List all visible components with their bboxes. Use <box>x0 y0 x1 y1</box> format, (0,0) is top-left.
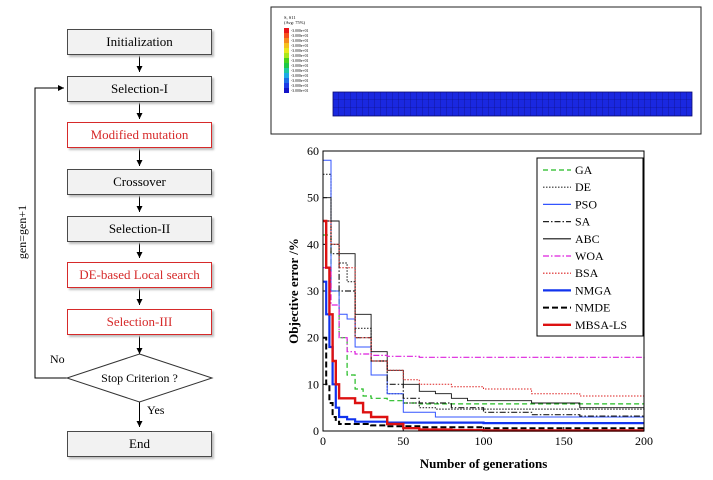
series-line-nmga <box>323 280 644 425</box>
y-tick-label: 20 <box>307 331 319 345</box>
legend-label-nmga: NMGA <box>575 283 612 297</box>
y-tick-label: 10 <box>307 377 319 391</box>
y-tick-label: 30 <box>307 284 319 298</box>
loop-label: gen=gen+1 <box>15 205 29 259</box>
fe-legend-value: -3.000e+01 <box>291 54 309 58</box>
plot-frame <box>322 150 645 432</box>
step-selection-2: Selection-II <box>67 216 212 242</box>
fe-legend-swatch <box>284 63 289 68</box>
step-crossover: Crossover <box>67 169 212 195</box>
loop-back-line <box>34 85 67 379</box>
no-label: No <box>50 352 65 366</box>
y-tick-label: 0 <box>313 424 319 438</box>
fe-color-legend: -3.000e+01-3.000e+01-3.000e+01-3.000e+01… <box>284 28 309 93</box>
fe-legend-value: -3.000e+01 <box>291 64 309 68</box>
step-end: End <box>67 431 212 457</box>
legend-label-woa: WOA <box>575 249 604 263</box>
fe-legend-value: -3.000e+01 <box>291 74 309 78</box>
fe-beam-mesh <box>332 91 693 117</box>
fe-legend-value: -3.000e+01 <box>291 29 309 33</box>
fe-legend-title: S, S11 <box>284 15 296 21</box>
fe-legend-value: -3.000e+01 <box>291 49 309 53</box>
series-line-mbsa-ls <box>323 219 644 432</box>
fe-legend-value: -3.000e+01 <box>291 59 309 63</box>
series-line-nmde <box>323 336 645 430</box>
fe-legend-value: -3.000e+01 <box>291 69 309 73</box>
y-tick-label: 50 <box>307 191 319 205</box>
fe-legend-swatch <box>284 38 289 43</box>
series-line-sa <box>323 220 645 417</box>
fe-legend-value: -3.000e+01 <box>291 44 309 48</box>
fe-legend-swatch <box>284 58 289 63</box>
fe-legend-swatch <box>284 83 289 88</box>
step-selection-1: Selection-I <box>67 76 212 102</box>
fe-legend-swatch <box>284 73 289 78</box>
chart-axes: 0 50 100 150 200 0 10 20 30 40 50 60 <box>307 144 653 448</box>
fe-legend-value: -3.000e+01 <box>291 79 309 83</box>
fe-legend-swatch <box>284 53 289 58</box>
chart-series <box>323 159 645 432</box>
x-tick-label: 0 <box>320 434 326 448</box>
legend-box <box>536 157 644 337</box>
fe-legend-swatch <box>284 43 289 48</box>
y-axis-title: Objective error /% <box>286 238 301 344</box>
series-line-abc <box>323 197 644 409</box>
fe-legend-value: -3.000e+01 <box>291 34 309 38</box>
x-tick-label: 100 <box>475 434 493 448</box>
fe-legend-swatch <box>284 68 289 73</box>
step-selection-3: Selection-III <box>67 309 212 335</box>
fe-legend-value: -3.000e+01 <box>291 39 309 43</box>
step-initialization: Initialization <box>67 29 212 55</box>
legend-label-bsa: BSA <box>575 266 599 280</box>
fe-legend-value: -3.000e+01 <box>291 84 309 88</box>
decision-diamond <box>65 353 214 403</box>
chart-legend: GA DE PSO SA ABC WOA BSA NMGA NMDE MBSA-LS <box>536 157 644 337</box>
fe-legend-swatch <box>284 48 289 53</box>
fe-legend-subtitle: (Avg: 75%) <box>284 20 306 25</box>
yes-label: Yes <box>147 403 165 417</box>
fe-legend-swatch <box>284 28 289 33</box>
legend-label-pso: PSO <box>575 197 597 211</box>
x-tick-label: 200 <box>635 434 653 448</box>
legend-label-ga: GA <box>575 163 593 177</box>
legend-label-abc: ABC <box>575 232 600 246</box>
legend-label-sa: SA <box>575 215 591 229</box>
x-tick-label: 150 <box>555 434 573 448</box>
y-tick-label: 60 <box>307 144 319 158</box>
legend-label-de: DE <box>575 180 591 194</box>
series-line-woa <box>323 267 645 359</box>
step-local-search: DE-based Local search <box>67 262 212 288</box>
fe-legend-value: -3.000e+01 <box>291 89 309 93</box>
legend-label-nmde: NMDE <box>575 301 610 315</box>
x-tick-label: 50 <box>397 434 409 448</box>
legend-label-mbsa-ls: MBSA-LS <box>575 318 627 332</box>
x-axis-title: Number of generations <box>420 456 548 471</box>
fe-legend-swatch <box>284 33 289 38</box>
step-modified-mutation: Modified mutation <box>67 122 212 148</box>
decision-label: Stop Criterion ? <box>101 371 178 385</box>
fe-legend-swatch <box>284 78 289 83</box>
y-tick-label: 40 <box>307 237 319 251</box>
series-line-bsa <box>323 220 644 397</box>
fe-legend-swatch <box>284 88 289 93</box>
